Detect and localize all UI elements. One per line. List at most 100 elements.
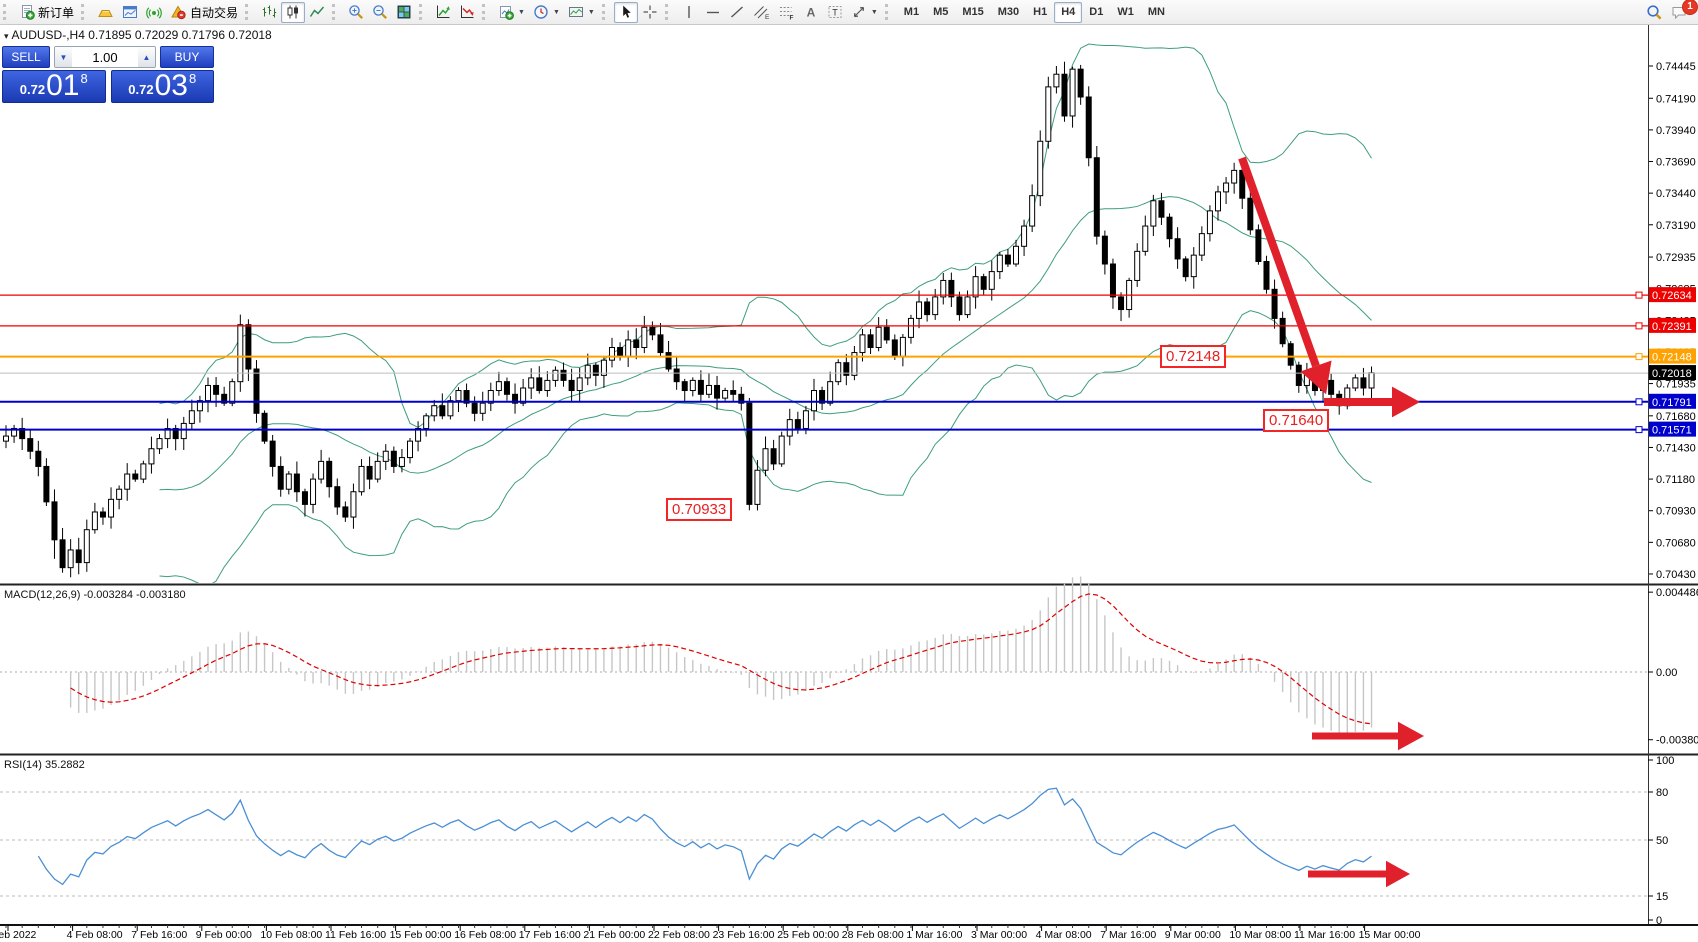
buy-button[interactable]: BUY (160, 46, 214, 68)
autotrade-label: 自动交易 (190, 5, 239, 20)
toolbar-grip (332, 4, 340, 20)
svg-text:15 Feb 00:00: 15 Feb 00:00 (390, 929, 452, 941)
market-window-button[interactable] (118, 2, 142, 23)
chat-button[interactable]: 1 (1667, 0, 1698, 23)
buy-price-prefix: 0.72 (128, 82, 154, 97)
svg-text:0.004486: 0.004486 (1656, 587, 1698, 599)
volume-input[interactable] (72, 47, 138, 67)
svg-text:0.70680: 0.70680 (1656, 537, 1696, 549)
price-annotation: 0.70933 (666, 498, 733, 522)
svg-text:80: 80 (1656, 787, 1668, 799)
svg-text:10 Feb 08:00: 10 Feb 08:00 (260, 929, 322, 941)
svg-text:23 Feb 16:00: 23 Feb 16:00 (713, 929, 775, 941)
timeframe-m30[interactable]: M30 (991, 2, 1026, 23)
period-clock-button[interactable]: ▼ (529, 2, 564, 23)
main-toolbar: 新订单 自动交易 ▼ ▼ ▼ E F (0, 0, 1698, 25)
macd-indicator-label: MACD(12,26,9) -0.003284 -0.003180 (4, 589, 186, 601)
svg-text:0.70430: 0.70430 (1656, 569, 1696, 581)
channel-button[interactable]: E (749, 2, 774, 23)
tile-windows-button[interactable] (392, 2, 416, 23)
svg-text:15: 15 (1656, 891, 1668, 903)
profit-up-icon (435, 4, 451, 20)
svg-text:0.71680: 0.71680 (1656, 411, 1696, 423)
trendline-icon (729, 4, 745, 20)
timeframe-h1[interactable]: H1 (1026, 2, 1054, 23)
svg-text:11 Mar 16:00: 11 Mar 16:00 (1294, 929, 1355, 941)
volume-down-button[interactable]: ▼ (55, 47, 72, 67)
template-button[interactable]: ▼ (564, 2, 599, 23)
timeframe-h4[interactable]: H4 (1054, 1, 1083, 23)
search-button[interactable] (1642, 2, 1667, 23)
svg-text:11 Feb 16:00: 11 Feb 16:00 (325, 929, 386, 941)
volume-up-button[interactable]: ▲ (138, 47, 155, 67)
fibonacci-button[interactable]: F (774, 2, 799, 23)
vertical-line-button[interactable] (677, 2, 701, 23)
cursor-button[interactable] (613, 1, 638, 23)
gold-button[interactable] (93, 2, 118, 23)
crosshair-icon (642, 4, 658, 20)
profit-up-button[interactable] (431, 2, 455, 23)
horizontal-line-icon (705, 4, 721, 20)
price-annotation: 0.72148 (1160, 344, 1227, 368)
sell-price-main: 01 (46, 69, 80, 102)
candlestick-button[interactable] (281, 1, 306, 23)
svg-text:0.00: 0.00 (1656, 667, 1677, 679)
svg-text:4 Feb 08:00: 4 Feb 08:00 (67, 929, 123, 941)
add-indicator-button[interactable]: ▼ (494, 2, 529, 23)
label-button[interactable]: T (823, 2, 847, 23)
autotrade-button[interactable]: 自动交易 (166, 2, 242, 23)
svg-text:50: 50 (1656, 835, 1668, 847)
svg-text:25 Feb 00:00: 25 Feb 00:00 (777, 929, 839, 941)
timeframe-m5[interactable]: M5 (926, 2, 955, 23)
trendline-button[interactable] (725, 2, 749, 23)
sell-price-prefix: 0.72 (19, 82, 46, 97)
svg-text:0.73940: 0.73940 (1656, 125, 1696, 137)
shapes-button[interactable]: ▼ (847, 2, 882, 23)
bar-chart-button[interactable] (257, 2, 281, 23)
sell-button[interactable]: SELL (2, 46, 50, 68)
svg-text:0.73190: 0.73190 (1656, 220, 1696, 232)
svg-text:F: F (789, 15, 793, 21)
svg-text:T: T (832, 8, 838, 18)
zoom-in-button[interactable] (344, 2, 368, 23)
sell-price-box[interactable]: 0.72 01 8 (2, 70, 106, 103)
buy-price-box[interactable]: 0.72 03 8 (110, 69, 214, 103)
profit-down-icon (459, 4, 475, 20)
new-order-button[interactable]: 新订单 (15, 2, 78, 23)
toolbar-grip (601, 4, 610, 20)
svg-text:0.72018: 0.72018 (1652, 368, 1692, 380)
text-button[interactable]: A (799, 2, 823, 23)
timeframe-m1[interactable]: M1 (897, 2, 926, 23)
signal-button[interactable] (142, 2, 166, 23)
svg-text:Feb 2022: Feb 2022 (0, 929, 37, 941)
svg-text:15 Mar 00:00: 15 Mar 00:00 (1359, 929, 1421, 941)
signal-icon (146, 4, 162, 20)
profit-down-button[interactable] (455, 2, 479, 23)
svg-text:0.72634: 0.72634 (1652, 290, 1692, 302)
zoom-out-button[interactable] (368, 2, 392, 23)
timeframe-m15[interactable]: M15 (955, 2, 990, 23)
timeframe-w1[interactable]: W1 (1110, 2, 1141, 23)
horizontal-line-button[interactable] (701, 2, 725, 23)
chevron-down-icon: ▼ (552, 8, 560, 16)
svg-text:10 Mar 08:00: 10 Mar 08:00 (1229, 929, 1291, 941)
buy-price-main: 03 (154, 69, 188, 102)
svg-text:9 Feb 00:00: 9 Feb 00:00 (196, 929, 252, 941)
new-order-label: 新订单 (38, 5, 75, 20)
svg-text:9 Mar 00:00: 9 Mar 00:00 (1165, 929, 1221, 941)
add-indicator-icon (498, 4, 514, 20)
timeframe-d1[interactable]: D1 (1082, 2, 1110, 23)
timeframe-mn[interactable]: MN (1141, 2, 1172, 23)
svg-text:0: 0 (1656, 915, 1662, 927)
period-clock-icon (533, 4, 549, 20)
tile-windows-icon (396, 4, 412, 20)
svg-text:16 Feb 08:00: 16 Feb 08:00 (454, 929, 516, 941)
line-chart-button[interactable] (305, 2, 329, 23)
svg-text:0.74190: 0.74190 (1656, 93, 1696, 105)
line-chart-icon (309, 4, 325, 20)
market-window-icon (122, 4, 138, 20)
crosshair-button[interactable] (638, 2, 662, 23)
